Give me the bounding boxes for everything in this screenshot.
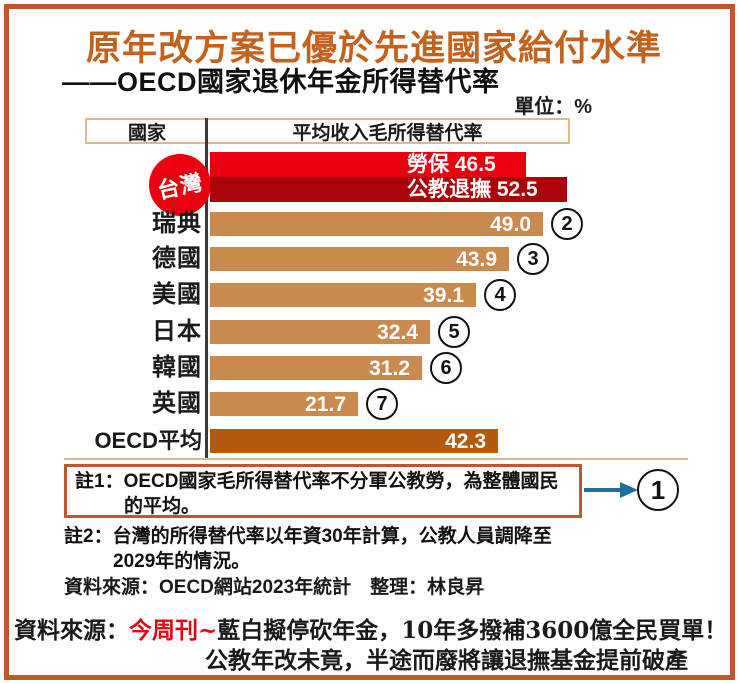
country-row-3: 美國 39.1 4 (0, 279, 740, 311)
country-row-7: OECD平均 42.3 (0, 428, 740, 453)
bar-taiwan-laobao: 勞保 46.5 (210, 152, 526, 177)
country-label: 英國 (152, 390, 202, 417)
value-bar: 49.0 (210, 212, 543, 236)
bar-taiwan-gongjiao: 公教退撫 52.5 (210, 177, 567, 202)
value-bar: 21.7 (210, 392, 358, 416)
chart-baseline (64, 458, 688, 460)
rank-badge: 4 (484, 279, 516, 311)
footer-citation-line2: 公教年改未竟，半途而廢將讓退撫基金提前破產 (205, 647, 688, 674)
note1-box: 註1：OECD國家毛所得替代率不分軍公教勞，為整體國民的平均。 (64, 464, 582, 518)
bar-value-label: 49.0 (490, 213, 531, 236)
rank-badge: 2 (551, 208, 583, 240)
country-label: 美國 (152, 281, 202, 308)
note1-rank-badge: 1 (637, 469, 679, 511)
footer-publication: 今周刊~ (129, 617, 218, 644)
country-row-2: 德國 43.9 3 (0, 243, 740, 275)
bar-value-label: 43.9 (456, 248, 497, 271)
value-bar: 42.3 (210, 429, 498, 453)
country-row-1: 瑞典 49.0 2 (0, 208, 740, 240)
note1-text: 註1：OECD國家毛所得替代率不分軍公教勞，為整體國民的平均。 (75, 471, 559, 517)
value-bar: 31.2 (210, 356, 422, 380)
country-row-5: 韓國 31.2 6 (0, 352, 740, 384)
chart-source: 資料來源：OECD網站2023年統計 整理：林良昇 (64, 577, 485, 598)
country-label: 德國 (152, 245, 202, 272)
note2-text: 註2：台灣的所得替代率以年資30年計算，公教人員調降至2029年的情況。 (64, 526, 552, 572)
taiwan-badge-label: 台灣 (155, 169, 206, 204)
bar-value-label: 42.3 (445, 430, 486, 453)
page-title: 原年改方案已優於先進國家給付水準 (86, 29, 663, 68)
footer-prefix: 資料來源： (14, 617, 129, 644)
bar-value-label: 32.4 (377, 321, 418, 344)
bar-value-label: 31.2 (369, 357, 410, 380)
country-label: OECD平均 (94, 428, 202, 453)
unit-label: 單位：% (514, 96, 592, 118)
bar-label-laobao: 勞保 46.5 (407, 153, 496, 176)
country-label: 韓國 (152, 354, 202, 381)
country-label: 瑞典 (152, 210, 202, 237)
note2: 註2：台灣的所得替代率以年資30年計算，公教人員調降至2029年的情況。 (64, 524, 588, 574)
footer-headline: 藍白擬停砍年金，10年多撥補3600億全民買單！ (217, 617, 728, 644)
page-subtitle: ——OECD國家退休年金所得替代率 (62, 67, 500, 97)
country-label: 日本 (152, 318, 202, 345)
country-row-4: 日本 32.4 5 (0, 316, 740, 348)
arrow-right-icon (584, 481, 638, 499)
outer-border-frame (4, 4, 735, 680)
rank-badge: 7 (366, 388, 398, 420)
footer-citation-line1: 資料來源：今周刊~藍白擬停砍年金，10年多撥補3600億全民買單！ (14, 611, 727, 645)
table-header: 國家 平均收入毛所得替代率 (85, 118, 570, 144)
rank-badge: 5 (438, 316, 470, 348)
taiwan-badge: 台灣 (149, 154, 211, 216)
value-bar: 43.9 (210, 247, 509, 271)
bar-value-label: 21.7 (305, 393, 346, 416)
axis-line (205, 118, 208, 460)
bar-label-gongjiao: 公教退撫 52.5 (407, 178, 538, 201)
rank-badge: 3 (517, 243, 549, 275)
header-country-col: 國家 (127, 122, 166, 144)
value-bar: 32.4 (210, 320, 430, 344)
value-bar: 39.1 (210, 283, 476, 307)
rank-badge: 6 (430, 352, 462, 384)
country-row-6: 英國 21.7 7 (0, 388, 740, 420)
header-value-col: 平均收入毛所得替代率 (292, 122, 483, 144)
bar-value-label: 39.1 (423, 284, 464, 307)
